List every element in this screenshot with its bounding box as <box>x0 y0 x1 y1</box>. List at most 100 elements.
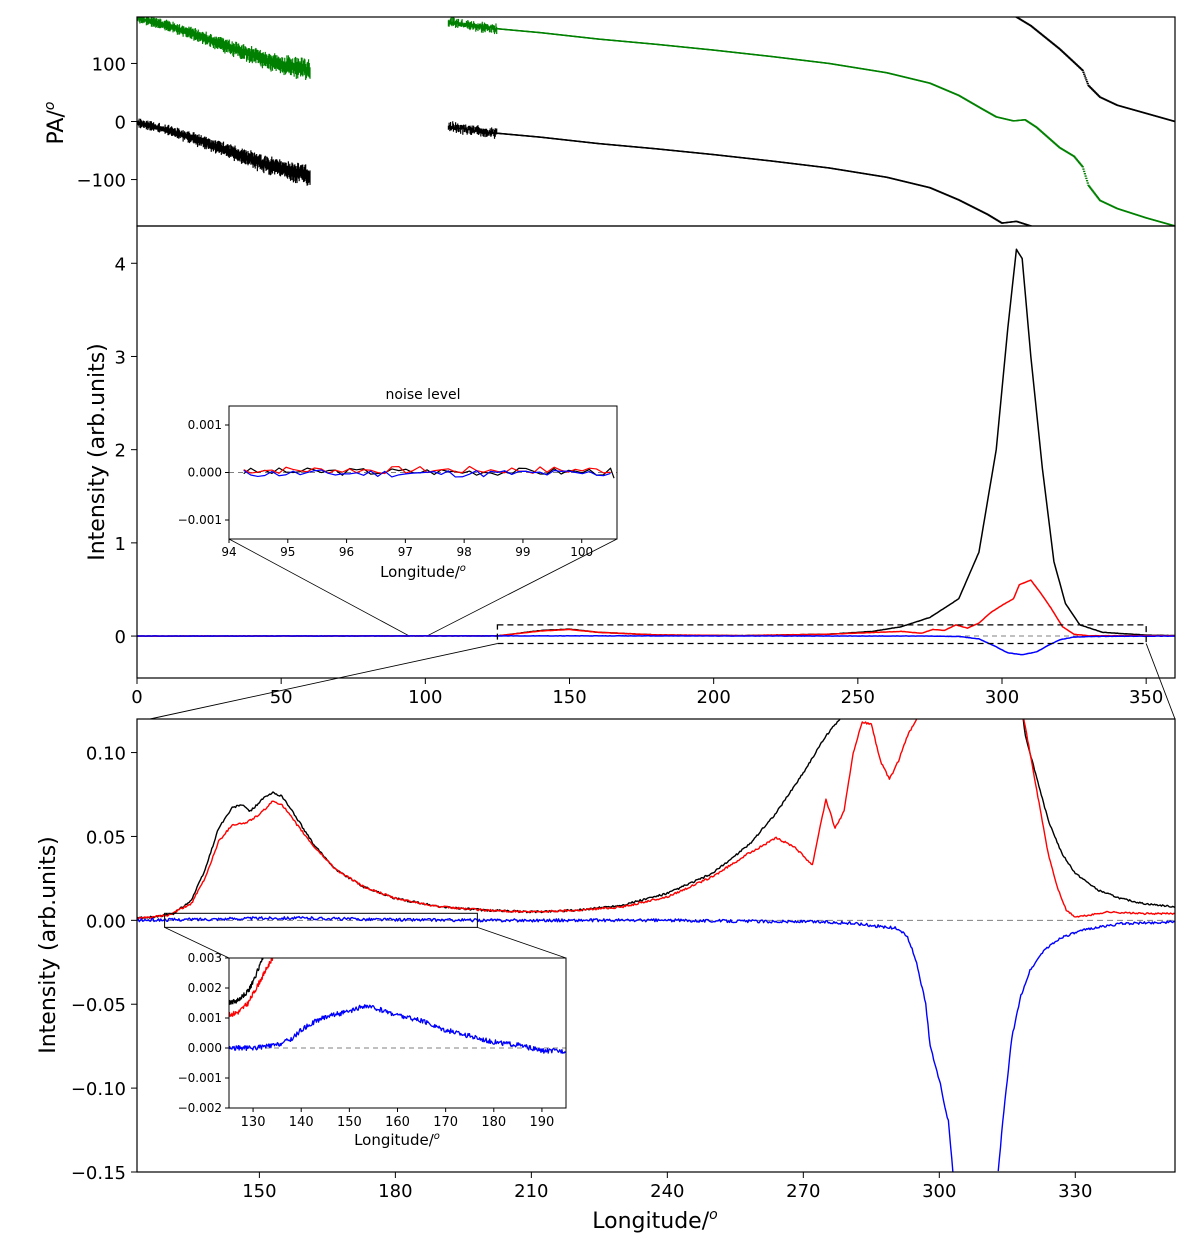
pa-alt-series-segment <box>137 17 311 80</box>
pa-panel: 100 0 −100 PA/o <box>42 16 1176 227</box>
pa-y-ticks: 100 0 −100 <box>77 54 137 192</box>
zoom-frame <box>136 718 1176 1173</box>
main-plot-area <box>137 248 1175 656</box>
pa-alt-series-segment <box>447 17 1175 226</box>
circular-x-axis-label-main: Longitude/ <box>354 1131 435 1149</box>
zoom-xtick-label: 330 <box>1058 1181 1092 1202</box>
main-ytick-label: 4 <box>115 254 126 275</box>
noise-inset-title: noise level <box>386 387 461 403</box>
zoom-series-total-tail <box>1022 719 1175 909</box>
zoom-xtick-label: 210 <box>514 1181 548 1202</box>
circular-connector-right <box>477 926 567 959</box>
zoom-series-linear <box>137 719 918 921</box>
zoom-y-axis-label: Intensity (arb.units) <box>36 836 61 1054</box>
pa-y-axis-label-main: PA/ <box>44 110 69 145</box>
circular-xtick-label: 130 <box>241 1115 266 1130</box>
zoom-series-total <box>137 719 841 920</box>
circular-inset: 0.003 0.002 0.001 0.000 −0.001 −0.002 130 140 15… <box>178 951 567 1149</box>
zoom-x-axis-label-main: Longitude/ <box>592 1209 709 1234</box>
noise-x-axis-label: Longitude/o <box>380 563 466 581</box>
pa-ytick-label: 100 <box>92 54 126 75</box>
noise-xtick-label: 94 <box>221 545 236 559</box>
zoom-ytick-label: 0.05 <box>86 827 126 848</box>
main-ytick-label: 3 <box>115 347 126 368</box>
zoom-inset-box <box>164 912 478 928</box>
noise-connector-right <box>426 538 618 637</box>
noise-xtick-label: 97 <box>398 545 413 559</box>
noise-xtick-label: 98 <box>457 545 472 559</box>
main-xtick-label: 200 <box>696 687 730 708</box>
pa-ytick-label: −100 <box>77 171 126 192</box>
pa-series-segment <box>447 121 1032 226</box>
zoom-profile-panel: 0.10 0.05 0.00 −0.05 −0.10 −0.15 150 180 210 240 2… <box>36 718 1176 1234</box>
zoom-x-axis-label-sup: o <box>709 1207 718 1223</box>
noise-ytick-label: 0.000 <box>188 466 222 480</box>
main-frame <box>136 225 1176 679</box>
circular-ytick-label: 0.001 <box>188 1011 222 1025</box>
main-xtick-label: 150 <box>552 687 586 708</box>
circular-xtick-label: 150 <box>337 1115 362 1130</box>
circular-x-axis-label: Longitude/o <box>354 1131 440 1149</box>
noise-xtick-label: 96 <box>339 545 354 559</box>
circular-series-circular <box>229 1004 566 1054</box>
circular-frame <box>228 957 567 1109</box>
main-xtick-label: 0 <box>131 687 142 708</box>
main-xtick-label: 50 <box>270 687 293 708</box>
noise-frame <box>228 405 618 540</box>
main-series-linear <box>137 579 1175 637</box>
main-ticks: 0 1 2 3 4 0 50 100 150 200 250 300 350 <box>115 254 1164 708</box>
main-xtick-label: 100 <box>408 687 442 708</box>
zoom-ytick-label: 0.10 <box>86 744 126 765</box>
main-ytick-label: 2 <box>115 441 126 462</box>
circular-inset-background <box>229 958 566 1108</box>
circular-xtick-label: 180 <box>481 1115 506 1130</box>
pa-frame <box>136 16 1176 227</box>
pa-series-segment <box>1015 17 1175 123</box>
circular-xtick-label: 160 <box>385 1115 410 1130</box>
circular-series-linear <box>229 958 274 1017</box>
pa-series-segment <box>137 118 311 186</box>
zoom-connector-right <box>1145 643 1176 720</box>
main-xtick-label: 250 <box>841 687 875 708</box>
zoom-plot-area <box>137 719 1175 1172</box>
circular-x-axis-label-sup: o <box>434 1131 440 1142</box>
zoom-connector-left <box>149 643 498 720</box>
noise-xtick-label: 99 <box>515 545 530 559</box>
zoom-xtick-label: 240 <box>650 1181 684 1202</box>
circular-xtick-label: 170 <box>433 1115 458 1130</box>
noise-inset: 0.001 0.000 −0.001 94 95 96 97 98 99 100 noise le… <box>178 387 618 581</box>
main-profile-panel: 0 1 2 3 4 0 50 100 150 200 250 300 350 Intensity (ar… <box>85 225 1176 708</box>
zoom-ytick-label: −0.05 <box>71 995 126 1016</box>
zoom-ytick-label: −0.10 <box>71 1079 126 1100</box>
circular-series-total <box>229 958 264 1005</box>
pa-y-axis-label: PA/o <box>42 102 69 145</box>
noise-series-circular <box>243 469 611 478</box>
main-ytick-label: 1 <box>115 534 126 555</box>
circular-ytick-label: 0.000 <box>188 1041 222 1055</box>
zoom-xtick-label: 300 <box>922 1181 956 1202</box>
circular-ytick-label: 0.002 <box>188 981 222 995</box>
noise-ytick-label: 0.001 <box>188 418 222 432</box>
zoom-connectors <box>149 538 1176 959</box>
main-zoom-box <box>496 624 1147 645</box>
zoom-series-linear-tail <box>1023 719 1175 918</box>
noise-ticks: 0.001 0.000 −0.001 94 95 96 97 98 99 100 <box>178 418 594 559</box>
pa-plot-area <box>137 17 1175 226</box>
zoom-xtick-label: 150 <box>242 1181 276 1202</box>
pa-ytick-label: 0 <box>115 113 126 134</box>
main-ytick-label: 0 <box>115 627 126 648</box>
main-xtick-label: 300 <box>985 687 1019 708</box>
zoom-ticks: 0.10 0.05 0.00 −0.05 −0.10 −0.15 150 180 210 240 2… <box>71 744 1093 1202</box>
circular-plot-area <box>229 958 566 1054</box>
noise-xtick-label: 95 <box>280 545 295 559</box>
zoom-ytick-label: −0.15 <box>71 1163 126 1184</box>
noise-ytick-label: −0.001 <box>178 513 222 527</box>
zoom-xtick-label: 270 <box>786 1181 820 1202</box>
pa-y-axis-label-sup: o <box>42 102 58 111</box>
noise-connector-left <box>228 538 410 637</box>
circular-ytick-label: 0.003 <box>188 951 222 965</box>
zoom-x-axis-label: Longitude/o <box>592 1207 717 1234</box>
main-xtick-label: 350 <box>1129 687 1163 708</box>
zoom-series-circular-tail <box>997 920 1175 1172</box>
